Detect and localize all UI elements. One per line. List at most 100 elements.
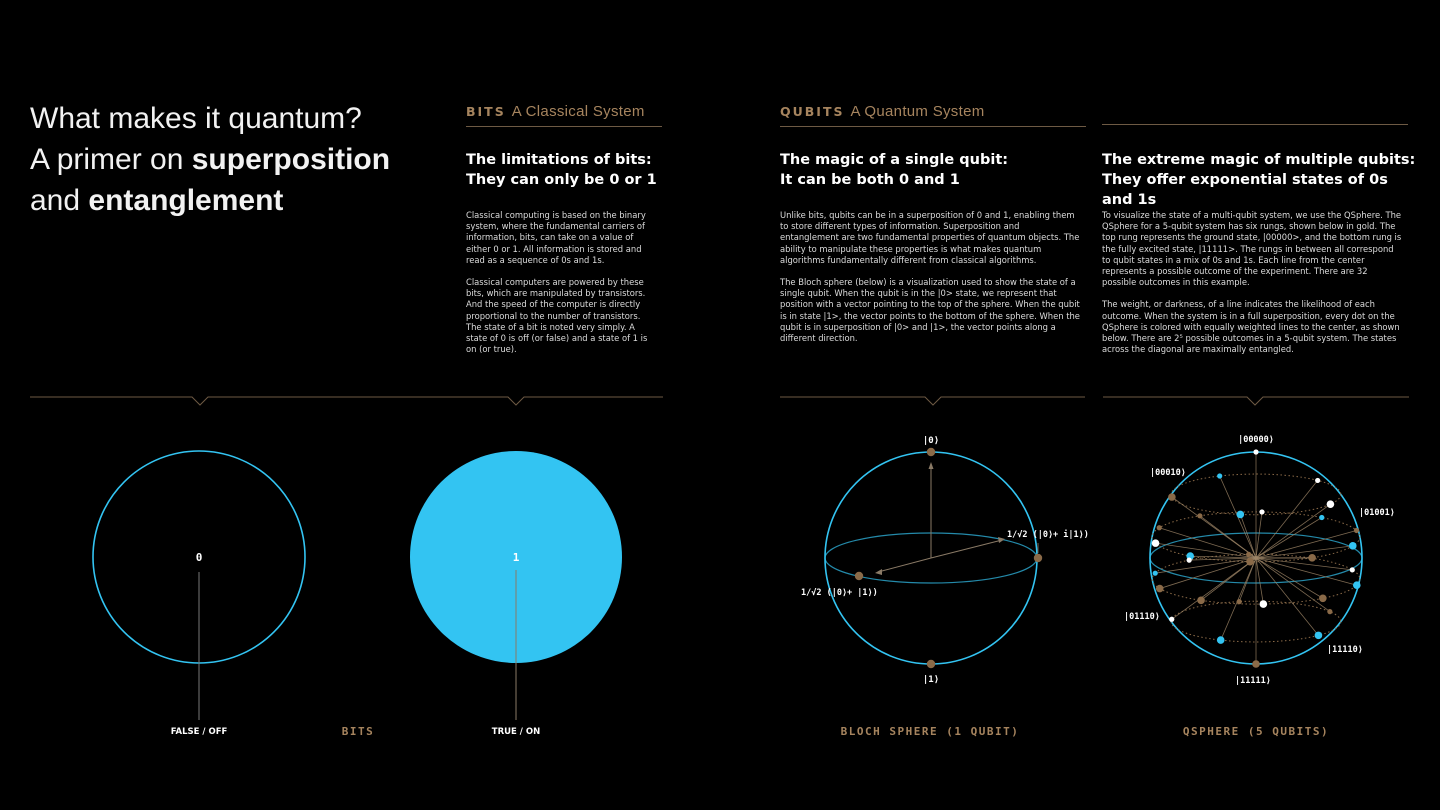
qsphere-outcome-line [1239, 514, 1257, 559]
bits-paragraph-1: Classical computing is based on the bina… [466, 210, 646, 265]
qsphere-outcome-line [1171, 557, 1257, 620]
bloch-sphere: |0⟩ |1⟩ 1/√2 (|0⟩+ i|1⟩) 1/√2 (|0⟩+ |1⟩) [801, 436, 1089, 685]
multi-heading-line-2: They offer exponential states of 0s and … [1102, 172, 1388, 208]
qsphere-center [1254, 556, 1258, 560]
true-on-caption: TRUE / ON [491, 727, 541, 737]
qsphere-outcome-line [1189, 557, 1257, 561]
bit-zero-label: 0 [196, 551, 203, 564]
qubits-tag: QUBITS [780, 104, 845, 119]
bloch-label-one: |1⟩ [923, 675, 939, 685]
qsphere-outcome-line [1255, 480, 1318, 559]
qsphere-dot [1169, 616, 1175, 622]
qsphere-outcome-line [1255, 517, 1322, 559]
bits-paragraph-2: Classical computers are powered by these… [466, 277, 648, 355]
qsphere-dot [1156, 525, 1162, 531]
qsphere-dot [1252, 660, 1260, 668]
qsphere-outcome-line [1190, 555, 1257, 559]
qsphere-dot [1217, 473, 1223, 479]
bits-heading-line-2: They can only be 0 or 1 [466, 172, 657, 188]
qubit-paragraph-2: The Bloch sphere (below) is a visualizat… [780, 277, 1080, 344]
multi-body: To visualize the state of a multi-qubit … [1102, 210, 1404, 366]
qsphere-outcome-line [1155, 542, 1257, 559]
qsphere-dot [1315, 477, 1321, 484]
qsphere-dot [1352, 581, 1361, 590]
qsphere-label-11110: |11110⟩ [1327, 645, 1363, 655]
bits-section-header: BITS A Classical System [466, 103, 662, 127]
bloch-label-zero: |0⟩ [923, 436, 939, 446]
qsphere-dot [1246, 551, 1252, 557]
bloch-axis-y [930, 539, 1003, 559]
qsphere-dot [1197, 513, 1203, 519]
qsphere: |00000⟩ |00010⟩ |01001⟩ |01110⟩ |11110⟩ … [1124, 435, 1395, 686]
qsphere-outcome-line [1220, 557, 1257, 641]
qsphere-outcome-line [1159, 557, 1257, 589]
multi-paragraph-1: To visualize the state of a multi-qubit … [1102, 210, 1402, 288]
qsphere-dot [1259, 509, 1265, 515]
qsphere-label-00000: |00000⟩ [1238, 435, 1274, 445]
hero-line-2-bold: superposition [191, 143, 391, 176]
divider-lines [30, 396, 1409, 406]
hero-line-2-prefix: A primer on [30, 143, 192, 176]
qsphere-dot [1319, 594, 1327, 603]
qsphere-dot [1155, 584, 1164, 593]
hero-line-3-prefix: and [30, 184, 89, 217]
qsphere-dot [1348, 542, 1357, 550]
bits-heading-line-1: The limitations of bits: [466, 152, 652, 168]
qsphere-dot [1327, 609, 1333, 615]
qsphere-dot [1353, 527, 1360, 534]
qsphere-outcome-line [1255, 503, 1331, 559]
qsphere-dot [1168, 493, 1176, 501]
qsphere-outcome-line [1255, 557, 1357, 586]
bloch-axis-z-arrow [928, 462, 934, 469]
bloch-axis-x [877, 557, 932, 573]
bits-caption: BITS [341, 725, 375, 738]
qsphere-dot [1197, 596, 1205, 605]
qsphere-outcome-line [1255, 545, 1353, 559]
bloch-point-right [1033, 553, 1043, 563]
bloch-axis-y-arrow [998, 537, 1005, 543]
bits-tag: BITS [466, 104, 506, 119]
bit-one-label: 1 [513, 551, 520, 564]
hero-line-1: What makes it quantum? [30, 102, 362, 135]
qsphere-dot [1253, 449, 1259, 455]
qubits-section-header: QUBITS A Quantum System [780, 103, 1086, 127]
false-off-caption: FALSE / OFF [170, 727, 228, 737]
bloch-label-right: 1/√2 (|0⟩+ i|1⟩) [1007, 529, 1089, 540]
qsphere-dot [1216, 636, 1225, 644]
multi-paragraph-2: The weight, or darkness, of a line indic… [1102, 299, 1400, 355]
bloch-point-one [926, 659, 936, 669]
qsphere-dot [1246, 557, 1254, 566]
qubit-body: Unlike bits, qubits can be in a superpos… [780, 210, 1080, 355]
multi-heading-line-1: The extreme magic of multiple qubits: [1102, 152, 1416, 168]
qsphere-dot [1259, 600, 1268, 608]
multi-heading: The extreme magic of multiple qubits: Th… [1102, 150, 1422, 210]
qsphere-outcome-line [1255, 557, 1264, 605]
multi-section-rule [1102, 124, 1408, 125]
bloch-divider [780, 396, 1085, 406]
qsphere-dot [1151, 539, 1160, 547]
qubit-heading: The magic of a single qubit: It can be b… [780, 150, 1080, 190]
qubit-paragraph-1: Unlike bits, qubits can be in a superpos… [780, 210, 1080, 265]
qsphere-divider [1103, 396, 1409, 406]
qsphere-dot [1314, 631, 1323, 640]
qsphere-outcome-line [1255, 557, 1331, 612]
qubit-heading-line-1: The magic of a single qubit: [780, 152, 1009, 168]
qsphere-outcome-line [1255, 557, 1319, 636]
qsphere-label-01110: |01110⟩ [1124, 612, 1160, 622]
qsphere-dot [1349, 567, 1355, 573]
bloch-point-left [854, 571, 864, 581]
bits-subtitle: A Classical System [511, 103, 645, 120]
qsphere-outcome-line [1255, 511, 1263, 559]
qsphere-outcome-line [1255, 530, 1357, 559]
qubit-heading-line-2: It can be both 0 and 1 [780, 172, 960, 188]
qsphere-label-00010: |00010⟩ [1150, 468, 1186, 478]
bloch-caption: BLOCH SPHERE (1 QUBIT) [840, 725, 1020, 738]
qubits-subtitle: A Quantum System [850, 103, 985, 120]
bloch-axis-x-arrow [875, 569, 882, 575]
qsphere-outcome-line [1255, 557, 1353, 571]
qsphere-dots [1151, 449, 1361, 668]
qsphere-outcome-line [1159, 527, 1257, 559]
bits-diagram: 0 1 [92, 450, 622, 720]
qsphere-dot [1236, 599, 1242, 605]
qsphere-dot [1308, 555, 1314, 561]
